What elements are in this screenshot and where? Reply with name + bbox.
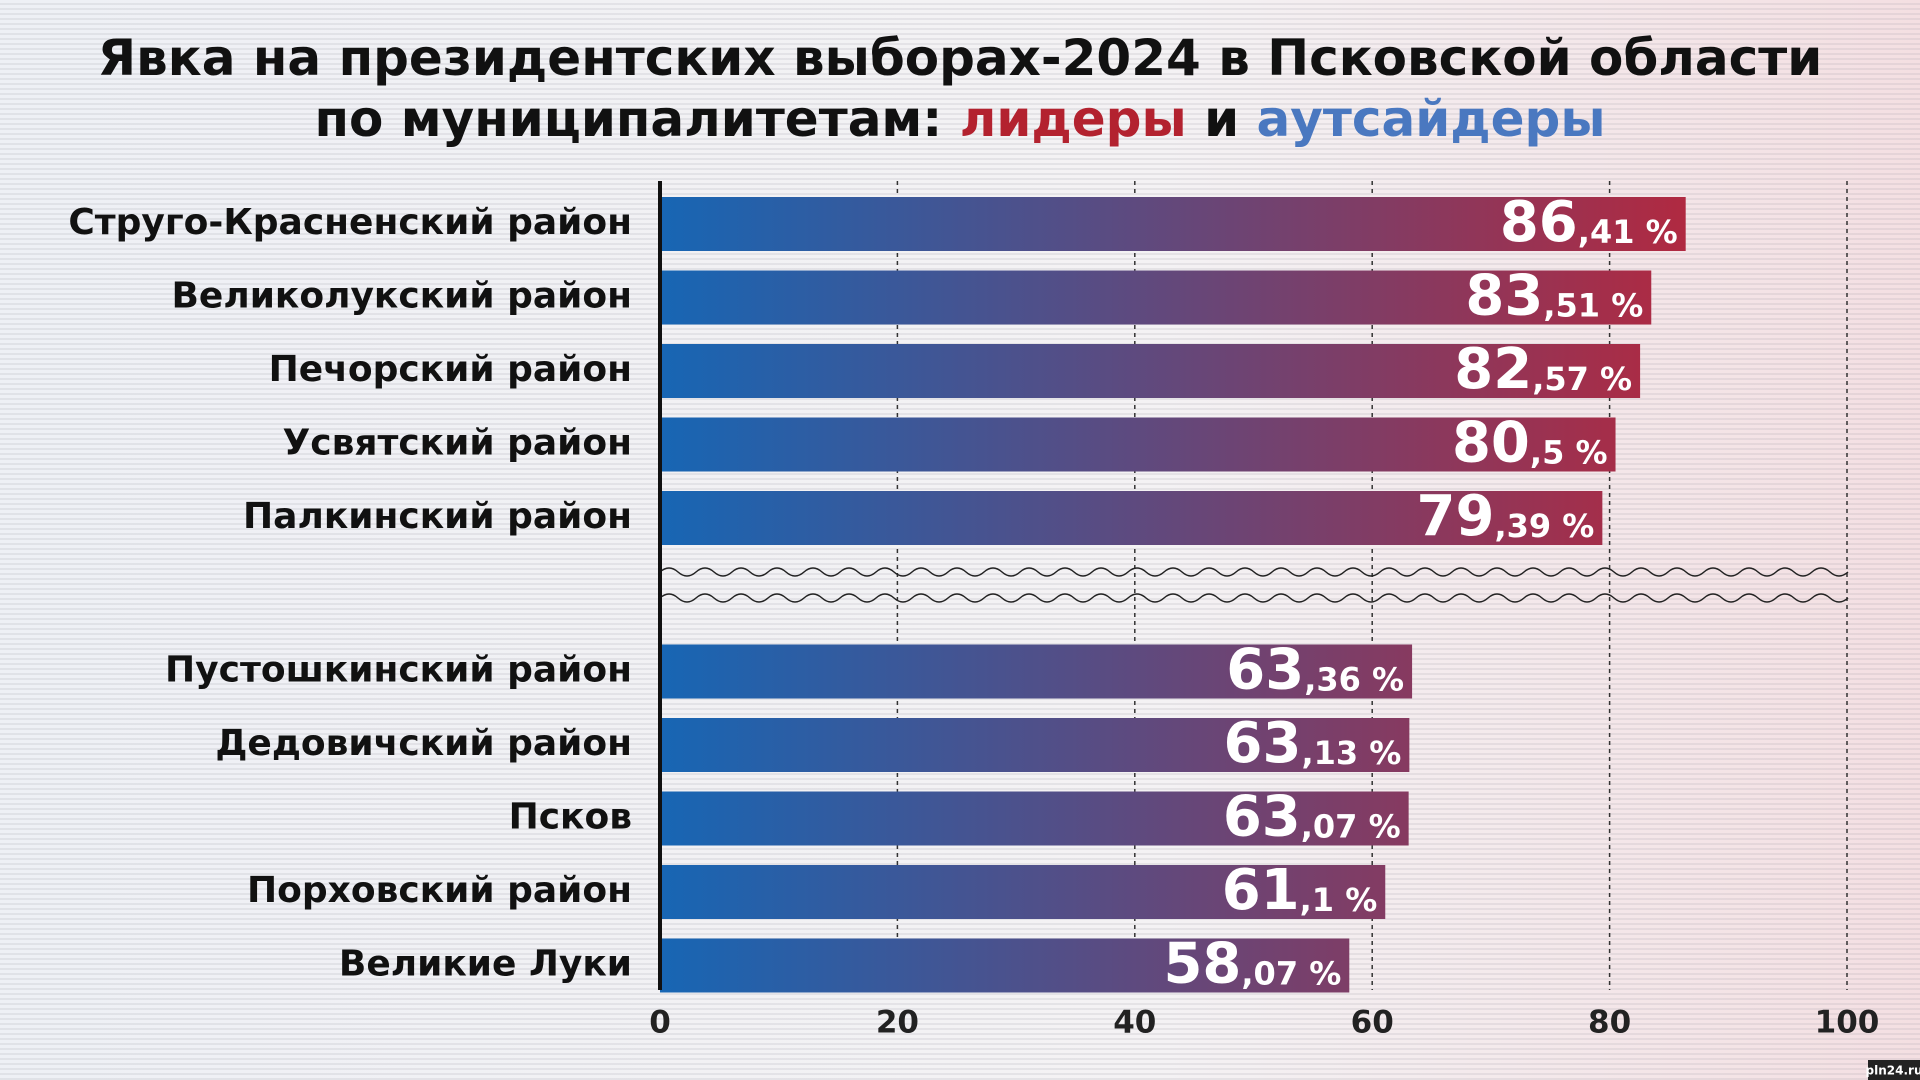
- chart-title: Явка на президентских выборах-2024 в Пск…: [98, 29, 1823, 87]
- value-label: 80,5 %: [1452, 411, 1608, 476]
- value-label: 82,57 %: [1454, 337, 1632, 402]
- bar: [660, 718, 1410, 772]
- x-tick-label: 20: [876, 1005, 919, 1041]
- title-part: аутсайдеры: [1257, 90, 1606, 148]
- bar: [660, 644, 1413, 699]
- bar: [660, 417, 1616, 472]
- category-label: Великолукский район: [171, 276, 632, 317]
- category-label: Псков: [509, 797, 632, 838]
- value-label: 86,41 %: [1500, 190, 1678, 255]
- title-part: лидеры: [960, 90, 1187, 148]
- bar: [660, 270, 1652, 325]
- value-label: 63,07 %: [1223, 785, 1401, 850]
- category-label: Печорский район: [269, 349, 632, 390]
- watermark-box: [1868, 1060, 1920, 1080]
- bar: [660, 791, 1409, 846]
- value-label: 79,39 %: [1417, 484, 1595, 549]
- category-label: Усвятский район: [282, 423, 632, 464]
- value-label: 63,13 %: [1224, 711, 1402, 776]
- bar: [660, 865, 1386, 919]
- grid: [896, 181, 1848, 990]
- axis-break: [659, 567, 1849, 577]
- bar: [660, 344, 1641, 398]
- category-label: Дедовичский район: [215, 723, 632, 764]
- title-part: и: [1187, 90, 1257, 148]
- axis-break: [659, 593, 1849, 603]
- bar: [660, 491, 1603, 545]
- value-label: 83,51 %: [1465, 264, 1643, 329]
- x-tick-label: 60: [1351, 1005, 1394, 1041]
- bar: [660, 197, 1686, 251]
- value-label: 61,1 %: [1222, 858, 1378, 923]
- title-part: по муниципалитетам:: [314, 90, 959, 148]
- x-tick-label: 100: [1815, 1005, 1880, 1041]
- title-part: Явка на президентских выборах-2024 в Пск…: [98, 29, 1823, 87]
- chart-title: по муниципалитетам: лидеры и аутсайдеры: [314, 90, 1605, 148]
- category-label: Струго-Красненский район: [68, 202, 632, 243]
- x-tick-label: 80: [1588, 1005, 1631, 1041]
- category-label: Порховский район: [247, 870, 632, 911]
- value-label: 58,07 %: [1163, 932, 1341, 997]
- bars: 86,41 % 83,51 % 82,57 % 80,5 % 79,39 % 63,36 …: [660, 190, 1686, 997]
- category-label: Палкинский район: [243, 496, 632, 537]
- category-label: Пустошкинский район: [165, 650, 632, 691]
- watermark: pln24.ru: [1866, 1064, 1920, 1078]
- value-label: 63,36 %: [1226, 638, 1404, 703]
- x-tick-label: 40: [1113, 1005, 1156, 1041]
- x-tick-label: 0: [649, 1005, 671, 1041]
- bar: [660, 938, 1350, 993]
- category-label: Великие Луки: [339, 944, 632, 985]
